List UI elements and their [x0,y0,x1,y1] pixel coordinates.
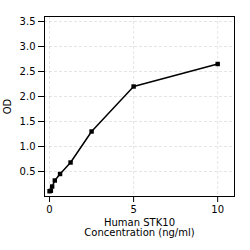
svg-text:2.5: 2.5 [20,66,36,77]
svg-text:5: 5 [130,204,136,215]
svg-text:OD: OD [2,98,13,114]
svg-text:0.5: 0.5 [20,166,36,177]
svg-text:10: 10 [211,204,224,215]
svg-text:1.0: 1.0 [20,141,36,152]
svg-text:1.5: 1.5 [20,116,36,127]
svg-text:3.5: 3.5 [20,16,36,27]
svg-text:3.0: 3.0 [20,41,36,52]
svg-text:Human STK10Concentration (ng/m: Human STK10Concentration (ng/ml) [84,217,194,238]
svg-text:0: 0 [46,204,52,215]
svg-text:2.0: 2.0 [20,91,36,102]
